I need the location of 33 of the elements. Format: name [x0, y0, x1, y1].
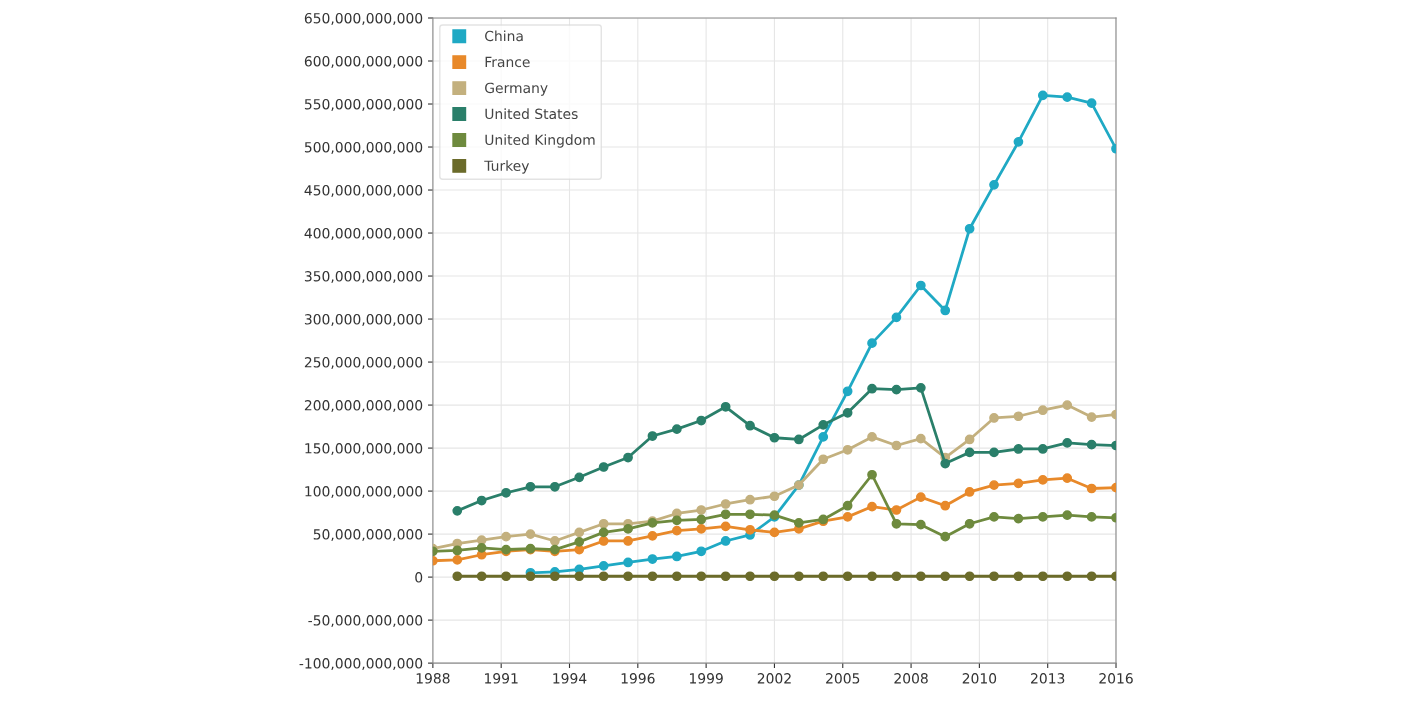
x-tick-label: 1988: [416, 673, 450, 684]
x-tick-label: 2002: [757, 673, 791, 684]
x-tick-label: 2016: [1099, 673, 1133, 684]
y-tick-label: 100,000,000,000: [305, 486, 423, 498]
y-tick-label: 300,000,000,000: [304, 314, 423, 326]
y-tick-label: 0: [415, 572, 423, 583]
y-tick-label: 650,000,000,000: [304, 12, 423, 25]
legend-label: China: [485, 30, 523, 42]
y-tick-label: 450,000,000,000: [304, 185, 423, 197]
x-tick-label: 1994: [553, 673, 587, 684]
x-tick-label: 2008: [894, 673, 928, 684]
y-tick-label: 150,000,000,000: [305, 443, 423, 455]
y-tick-label: -100,000,000,000: [299, 658, 423, 671]
legend-label: Turkey: [484, 160, 530, 174]
x-tick-label: 1991: [485, 673, 518, 684]
y-tick-label: 350,000,000,000: [304, 271, 423, 283]
legend-label: United States: [485, 108, 578, 120]
y-tick-label: 550,000,000,000: [304, 98, 423, 111]
y-tick-label: 50,000,000,000: [313, 529, 423, 541]
legend-label: United Kingdom: [485, 134, 595, 148]
y-tick-label: 200,000,000,000: [304, 400, 423, 412]
x-tick-label: 1996: [621, 673, 655, 684]
x-tick-label: 2010: [962, 673, 997, 684]
y-tick-label: 600,000,000,000: [304, 55, 423, 68]
legend-label: Germany: [485, 82, 548, 96]
x-tick-label: 2013: [1031, 673, 1065, 684]
y-tick-label: 400,000,000,000: [304, 228, 423, 240]
x-tick-label: 1999: [689, 673, 723, 684]
y-tick-label: 250,000,000,000: [304, 357, 423, 369]
y-tick-label: -50,000,000,000: [308, 615, 423, 627]
y-tick-label: 500,000,000,000: [304, 141, 423, 154]
x-tick-label: 2005: [826, 673, 860, 684]
legend-label: France: [485, 56, 530, 68]
